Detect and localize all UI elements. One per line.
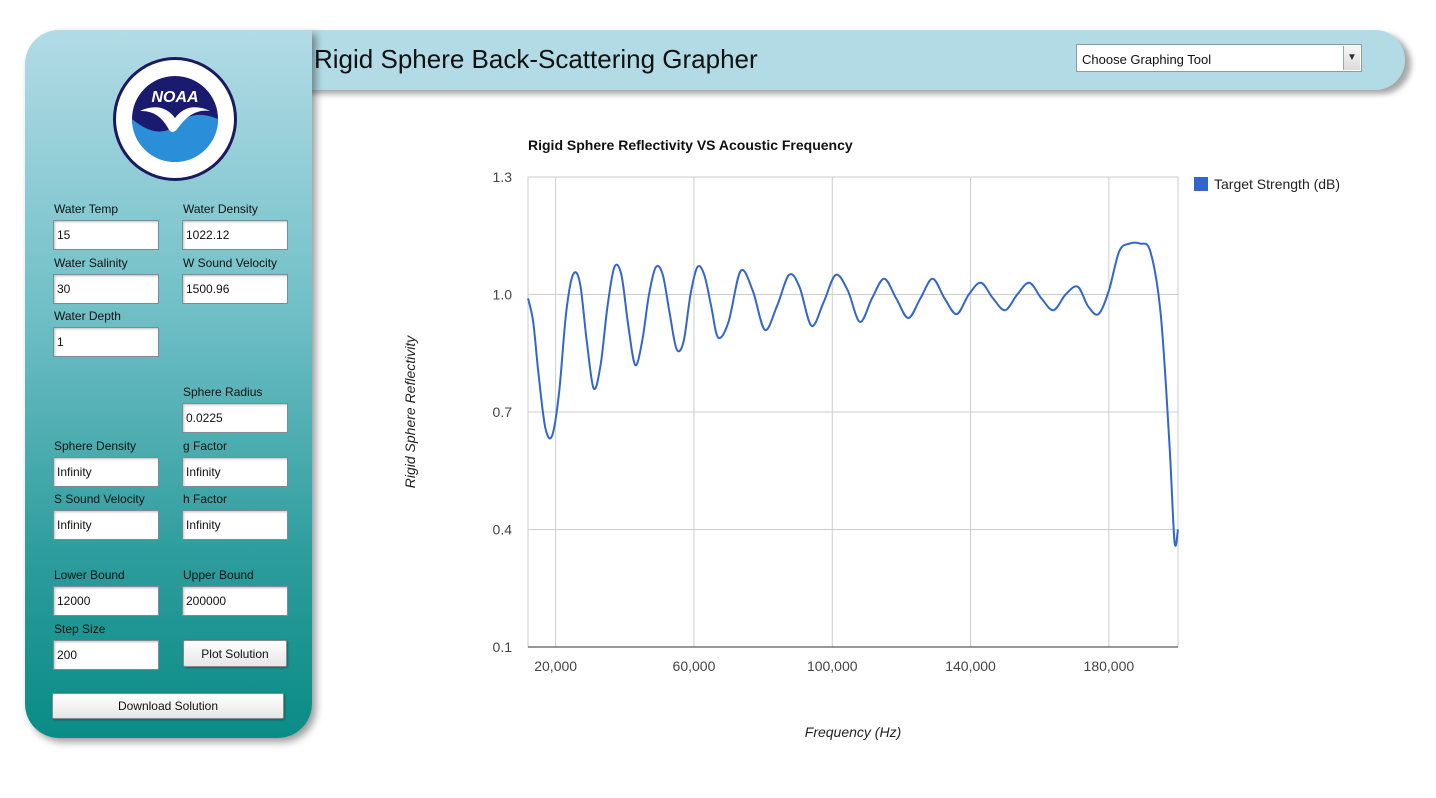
noaa-logo-text: NOAA bbox=[151, 89, 198, 106]
lower-bound-input[interactable] bbox=[53, 586, 159, 616]
legend-swatch bbox=[1194, 177, 1208, 191]
legend-label: Target Strength (dB) bbox=[1214, 176, 1341, 192]
water-temp-input[interactable] bbox=[53, 220, 159, 250]
x-tick-label: 20,000 bbox=[534, 658, 577, 674]
upper-bound-label: Upper Bound bbox=[183, 568, 254, 582]
x-axis-label: Frequency (Hz) bbox=[804, 724, 902, 740]
sphere-density-label: Sphere Density bbox=[54, 439, 137, 453]
plot-solution-button[interactable]: Plot Solution bbox=[183, 640, 287, 667]
graphing-tool-select-value: Choose Graphing Tool bbox=[1082, 52, 1212, 67]
y-axis-label: Rigid Sphere Reflectivity bbox=[402, 335, 418, 489]
w-sound-velocity-label: W Sound Velocity bbox=[183, 256, 278, 270]
y-tick-label: 0.1 bbox=[493, 639, 513, 655]
water-density-input[interactable] bbox=[182, 220, 288, 250]
graphing-tool-select[interactable]: Choose Graphing Tool ▼ bbox=[1076, 44, 1362, 72]
sidebar: NOAA Water Temp Water Density Water Sali… bbox=[25, 30, 312, 738]
y-tick-label: 0.7 bbox=[493, 404, 513, 420]
sphere-radius-label: Sphere Radius bbox=[183, 385, 263, 399]
water-density-label: Water Density bbox=[183, 202, 258, 216]
s-sound-velocity-label: S Sound Velocity bbox=[54, 492, 145, 506]
x-tick-label: 100,000 bbox=[807, 658, 858, 674]
g-factor-input[interactable] bbox=[182, 457, 288, 487]
step-size-input[interactable] bbox=[53, 640, 159, 670]
series-line-target-strength bbox=[527, 241, 1179, 547]
y-tick-label: 0.4 bbox=[493, 522, 513, 538]
lower-bound-label: Lower Bound bbox=[54, 568, 125, 582]
download-solution-button[interactable]: Download Solution bbox=[52, 693, 284, 719]
water-depth-label: Water Depth bbox=[54, 309, 121, 323]
header-bar: Rigid Sphere Back-Scattering Grapher Cho… bbox=[300, 30, 1405, 90]
w-sound-velocity-input[interactable] bbox=[182, 274, 288, 304]
page-title: Rigid Sphere Back-Scattering Grapher bbox=[314, 44, 758, 74]
h-factor-input[interactable] bbox=[182, 510, 288, 540]
sphere-density-input[interactable] bbox=[53, 457, 159, 487]
water-salinity-label: Water Salinity bbox=[54, 256, 128, 270]
sphere-radius-input[interactable] bbox=[182, 403, 288, 433]
x-tick-label: 140,000 bbox=[945, 658, 996, 674]
step-size-label: Step Size bbox=[54, 622, 106, 636]
plot-border bbox=[527, 176, 1179, 648]
chart-title: Rigid Sphere Reflectivity VS Acoustic Fr… bbox=[528, 137, 853, 153]
y-tick-label: 1.0 bbox=[493, 287, 513, 303]
water-temp-label: Water Temp bbox=[54, 202, 119, 216]
x-tick-label: 60,000 bbox=[673, 658, 716, 674]
chevron-down-icon[interactable]: ▼ bbox=[1343, 46, 1360, 70]
y-tick-label: 1.3 bbox=[493, 169, 513, 185]
g-factor-label: g Factor bbox=[183, 439, 228, 453]
h-factor-label: h Factor bbox=[183, 492, 228, 506]
water-salinity-input[interactable] bbox=[53, 274, 159, 304]
noaa-logo: NOAA bbox=[113, 57, 237, 181]
x-tick-label: 180,000 bbox=[1084, 658, 1135, 674]
water-depth-input[interactable] bbox=[53, 327, 159, 357]
s-sound-velocity-input[interactable] bbox=[53, 510, 159, 540]
upper-bound-input[interactable] bbox=[182, 586, 288, 616]
